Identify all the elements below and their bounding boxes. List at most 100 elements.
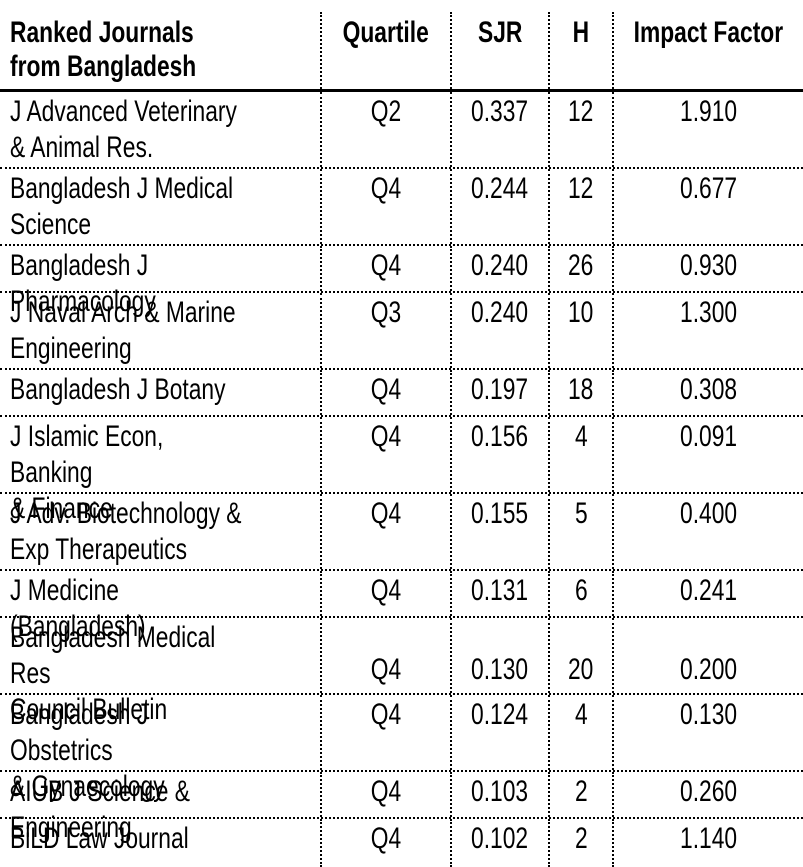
sjr-value-text: 0.156: [471, 420, 529, 453]
quartile-value-text: Q4: [370, 497, 402, 530]
h-index-value-text: 5: [574, 497, 588, 530]
quartile-value-text: Q4: [370, 822, 402, 855]
quartile-value: Q4: [320, 571, 450, 616]
table-row: Bangladesh Medical Res Council Bulletin Q…: [0, 618, 803, 726]
impact-factor-value-text: 0.677: [679, 172, 738, 205]
impact-factor-value: 0.200: [612, 618, 803, 693]
table-row: Bangladesh J Obstetrics & Gynaecology Q4 0…: [0, 695, 803, 803]
sjr-value-text: 0.102: [471, 822, 529, 855]
impact-factor-value-text: 0.200: [679, 653, 738, 686]
h-index-value: 26: [548, 246, 612, 291]
h-index-value-text: 12: [568, 172, 594, 205]
table-row: J Medicine (Bangladesh) Q4 0.131 6 0.241: [0, 571, 803, 643]
journal-name: J Advanced Veterinary & Animal Res.: [0, 92, 320, 167]
h-index-value-text: 10: [568, 296, 594, 329]
sjr-value: 0.337: [450, 92, 548, 167]
journal-name-text: J Advanced Veterinary & Animal Res.: [10, 95, 237, 164]
quartile-value-text: Q4: [370, 172, 402, 205]
table-row: Bangladesh J Botany Q4 0.197 18 0.308: [0, 370, 803, 417]
header-ranked-journals: Ranked Journals from Bangladesh: [0, 12, 320, 89]
quartile-value-text: Q2: [370, 95, 402, 128]
table-header-row: Ranked Journals from Bangladesh Quartile…: [0, 12, 803, 92]
quartile-value: Q3: [320, 293, 450, 368]
journal-name-text: J Naval Arch & Marine Engineering: [10, 296, 236, 365]
h-index-value-text: 12: [568, 95, 594, 128]
quartile-value: Q4: [320, 772, 450, 817]
sjr-value-text: 0.130: [471, 653, 529, 686]
header-h-index-label: H: [572, 16, 590, 49]
journal-name-text: Bangladesh J Obstetrics & Gynaecology: [10, 698, 165, 803]
impact-factor-value-text: 0.260: [679, 775, 738, 808]
quartile-value: Q4: [320, 695, 450, 770]
header-sjr-label: SJR: [477, 16, 523, 49]
sjr-value-text: 0.244: [471, 172, 529, 205]
impact-factor-value-text: 0.130: [679, 698, 738, 731]
h-index-value: 12: [548, 92, 612, 167]
quartile-value-text: Q4: [370, 373, 402, 406]
table-row: Bangladesh J Pharmacology Q4 0.240 26 0.930: [0, 246, 803, 318]
impact-factor-value: 1.140: [612, 819, 803, 867]
quartile-value-text: Q3: [370, 296, 402, 329]
quartile-value: Q2: [320, 92, 450, 167]
journal-name: Bangladesh Medical Res Council Bulletin: [0, 618, 320, 726]
sjr-value-text: 0.240: [471, 296, 529, 329]
sjr-value: 0.102: [450, 819, 548, 867]
journal-name: AIUB J Science & Engineering: [0, 772, 320, 844]
table-row: Bangladesh J Medical Science Q4 0.244 12 0.6…: [0, 169, 803, 246]
journal-name: J Naval Arch & Marine Engineering: [0, 293, 320, 368]
sjr-value: 0.197: [450, 370, 548, 415]
sjr-value-text: 0.197: [471, 373, 529, 406]
impact-factor-value: 1.910: [612, 92, 803, 167]
journal-name-text: Bangladesh J Medical Science: [10, 172, 234, 241]
impact-factor-value-text: 0.400: [679, 497, 738, 530]
header-sjr: SJR: [450, 12, 548, 89]
header-quartile-label: Quartile: [342, 16, 430, 49]
journal-name-text: Bangladesh Medical Res Council Bulletin: [10, 621, 216, 726]
quartile-value-text: Q4: [370, 574, 402, 607]
impact-factor-value: 0.308: [612, 370, 803, 415]
h-index-value-text: 4: [574, 698, 588, 731]
header-quartile: Quartile: [320, 12, 450, 89]
impact-factor-value: 0.091: [612, 417, 803, 492]
impact-factor-value: 0.400: [612, 494, 803, 569]
sjr-value-text: 0.155: [471, 497, 529, 530]
journal-name-text: J Medicine (Bangladesh): [10, 574, 146, 643]
sjr-value: 0.131: [450, 571, 548, 616]
quartile-value-text: Q4: [370, 420, 402, 453]
header-impact-factor: Impact Factor: [612, 12, 803, 89]
h-index-value: 20: [548, 618, 612, 693]
h-index-value-text: 26: [568, 249, 594, 282]
h-index-value-text: 2: [574, 822, 588, 855]
sjr-value-text: 0.124: [471, 698, 529, 731]
table-row: J Islamic Econ, Banking & Finance Q4 0.156…: [0, 417, 803, 525]
h-index-value-text: 4: [574, 420, 588, 453]
h-index-value-text: 18: [568, 373, 594, 406]
h-index-value: 18: [548, 370, 612, 415]
journal-name: BiLD Law Journal: [0, 819, 320, 867]
quartile-value-text: Q4: [370, 775, 402, 808]
journal-name: Bangladesh J Medical Science: [0, 169, 320, 244]
sjr-value-text: 0.131: [471, 574, 529, 607]
sjr-value-text: 0.103: [471, 775, 529, 808]
h-index-value: 6: [548, 571, 612, 616]
quartile-value: Q4: [320, 370, 450, 415]
sjr-value: 0.156: [450, 417, 548, 492]
impact-factor-value-text: 1.910: [679, 95, 738, 128]
table-row: J Advanced Veterinary & Animal Res. Q2 0.3…: [0, 92, 803, 169]
impact-factor-value-text: 1.300: [679, 296, 738, 329]
impact-factor-value: 0.130: [612, 695, 803, 770]
sjr-value: 0.130: [450, 618, 548, 693]
quartile-value-text: Q4: [370, 698, 402, 731]
h-index-value: 5: [548, 494, 612, 569]
journal-name-text: J Adv. Biotechnology & Exp Therapeutics: [10, 497, 242, 566]
h-index-value-text: 6: [574, 574, 588, 607]
impact-factor-value: 0.241: [612, 571, 803, 616]
impact-factor-value-text: 0.930: [679, 249, 738, 282]
quartile-value: Q4: [320, 417, 450, 492]
sjr-value: 0.244: [450, 169, 548, 244]
header-impact-factor-label: Impact Factor: [633, 16, 784, 49]
quartile-value-text: Q4: [370, 653, 402, 686]
journal-name-text: AIUB J Science & Engineering: [10, 775, 190, 844]
journal-ranking-table: Ranked Journals from Bangladesh Quartile…: [0, 12, 803, 867]
